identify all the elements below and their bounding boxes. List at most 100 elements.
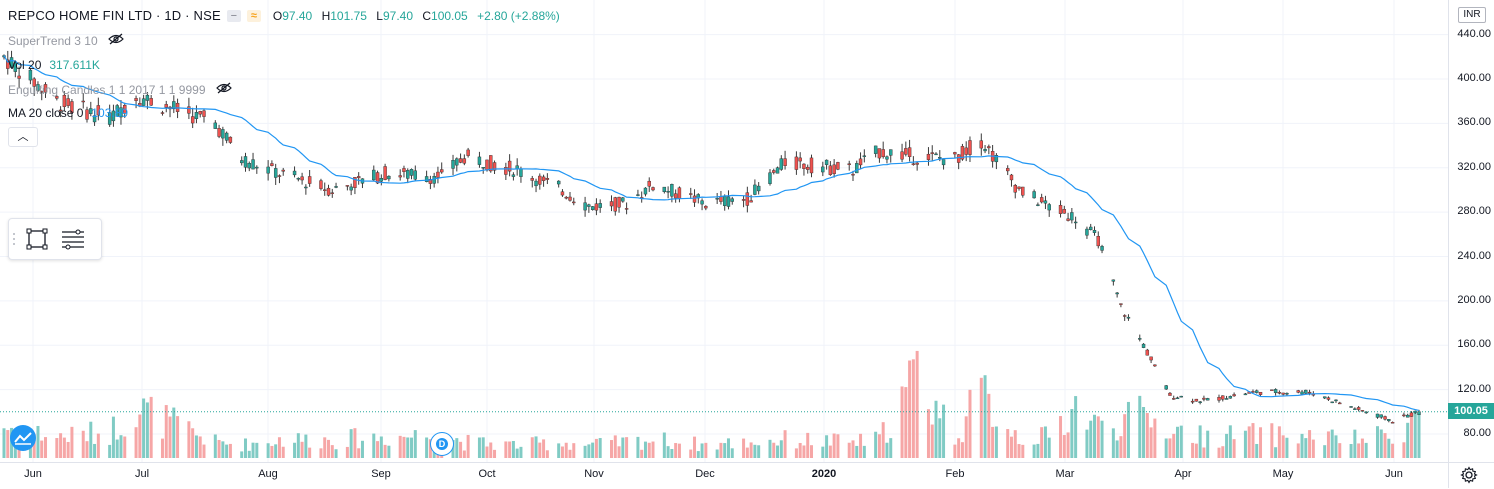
candle-body	[590, 206, 595, 210]
high-value: 101.75	[330, 8, 367, 23]
volume-bar	[1349, 444, 1353, 458]
candle-body	[907, 147, 912, 157]
volume-bar	[1270, 423, 1274, 458]
compare-icon[interactable]: ≈	[246, 9, 261, 22]
gear-icon[interactable]	[1460, 466, 1478, 489]
low-value: 97.40	[382, 8, 414, 23]
candle-body	[266, 166, 270, 174]
volume-bar	[1153, 418, 1157, 458]
candle-body	[1085, 228, 1089, 236]
price-axis[interactable]: 440.00 400.00 360.00 320.00 280.00 240.00 200.…	[1448, 0, 1494, 462]
volume-bar	[308, 447, 312, 458]
candle-body	[802, 163, 806, 169]
candle-body	[1334, 399, 1338, 402]
volume-bar	[821, 446, 825, 458]
volume-bar	[742, 438, 746, 458]
candle-body	[228, 136, 233, 143]
candle-body	[1390, 422, 1395, 424]
currency-badge[interactable]: INR	[1458, 7, 1486, 23]
time-tick-label: Dec	[695, 468, 715, 480]
volume-bar	[1176, 426, 1180, 458]
volume-bar	[745, 447, 749, 458]
minus-icon[interactable]: −	[226, 9, 241, 22]
candle-body	[1281, 392, 1285, 395]
volume-bar	[625, 437, 629, 458]
candle-body	[1285, 392, 1289, 395]
volume-bar	[964, 416, 968, 458]
candle-body	[964, 147, 968, 155]
chart-pane[interactable]	[0, 0, 1448, 462]
candle-body	[334, 186, 338, 188]
volume-bar	[323, 437, 327, 458]
candle-body	[609, 201, 614, 207]
volume-bar	[1085, 429, 1089, 458]
price-tick-label: 240.00	[1457, 249, 1491, 262]
lines-tool-icon[interactable]	[55, 219, 91, 259]
candle-body	[507, 160, 512, 172]
eye-crossed-icon[interactable]	[107, 33, 124, 48]
drag-handle-icon[interactable]	[9, 219, 19, 259]
candle-body	[379, 178, 384, 182]
volume-bar	[636, 436, 640, 458]
volume-bar	[1126, 401, 1130, 458]
candle-body	[519, 168, 523, 177]
price-chart[interactable]	[0, 0, 1448, 462]
candle-body	[862, 155, 867, 157]
volume-bar	[1274, 447, 1278, 458]
volume-bar	[164, 405, 168, 458]
candle-body	[224, 132, 229, 141]
indicator-ma[interactable]: MA 20 close 0 103.89	[8, 106, 129, 120]
volume-bar	[1013, 430, 1017, 458]
volume-bar	[410, 437, 414, 458]
volume-bar	[594, 438, 598, 458]
candle-body	[1326, 397, 1331, 400]
eye-crossed-icon[interactable]	[215, 82, 232, 97]
candle-body	[81, 100, 85, 103]
volume-bar	[334, 449, 338, 458]
candle-body	[356, 176, 361, 179]
candle-body	[383, 166, 387, 180]
candle-body	[462, 158, 467, 164]
volume-bar	[511, 440, 515, 458]
rectangle-tool-icon[interactable]	[19, 219, 55, 259]
candle-body	[481, 167, 485, 169]
candle-body	[213, 122, 218, 129]
moving-average-line	[3, 55, 1420, 411]
indicator-engulfing[interactable]: Engulfing Candles 1 1 2017 1 1 9999	[8, 82, 232, 97]
time-axis[interactable]: Jun Jul Aug Sep Oct Nov Dec 2020 Feb Mar Apr May Jun	[0, 462, 1448, 488]
candle-body	[1006, 168, 1010, 172]
drawing-toolbar[interactable]	[8, 218, 102, 260]
candle-body	[62, 94, 67, 107]
candle-body	[1349, 406, 1353, 408]
candle-body	[1353, 408, 1357, 410]
dividend-marker-label: D	[436, 438, 448, 450]
candle-body	[424, 176, 429, 182]
volume-bar	[93, 443, 97, 458]
volume-bar	[1062, 435, 1066, 458]
candle-body	[821, 166, 825, 173]
candle-body	[353, 177, 357, 188]
volume-bar	[693, 436, 697, 458]
candle-body	[292, 170, 297, 176]
candle-body	[1092, 230, 1097, 233]
symbol-title[interactable]: REPCO HOME FIN LTD · 1D · NSE	[8, 8, 221, 23]
candle-body	[492, 162, 497, 171]
tradingview-logo-icon[interactable]	[10, 425, 36, 451]
candle-body	[1205, 398, 1210, 401]
candle-body	[277, 175, 282, 177]
volume-bar	[598, 438, 602, 458]
volume-bar	[1036, 443, 1040, 458]
candle-body	[194, 112, 199, 119]
volume-bar	[149, 396, 153, 458]
collapse-legend-button[interactable]: ︿	[8, 127, 38, 147]
indicator-supertrend[interactable]: SuperTrend 3 10	[8, 33, 124, 48]
candle-body	[900, 151, 904, 160]
volume-bar	[772, 442, 776, 458]
indicator-volume[interactable]: Vol 20 317.611K	[8, 58, 100, 72]
candle-body	[1379, 414, 1383, 418]
volume-bar	[413, 430, 417, 458]
candle-body	[794, 156, 799, 170]
dividend-marker[interactable]: D	[430, 432, 454, 456]
candle-body	[1277, 392, 1282, 394]
volume-bar	[700, 443, 704, 458]
